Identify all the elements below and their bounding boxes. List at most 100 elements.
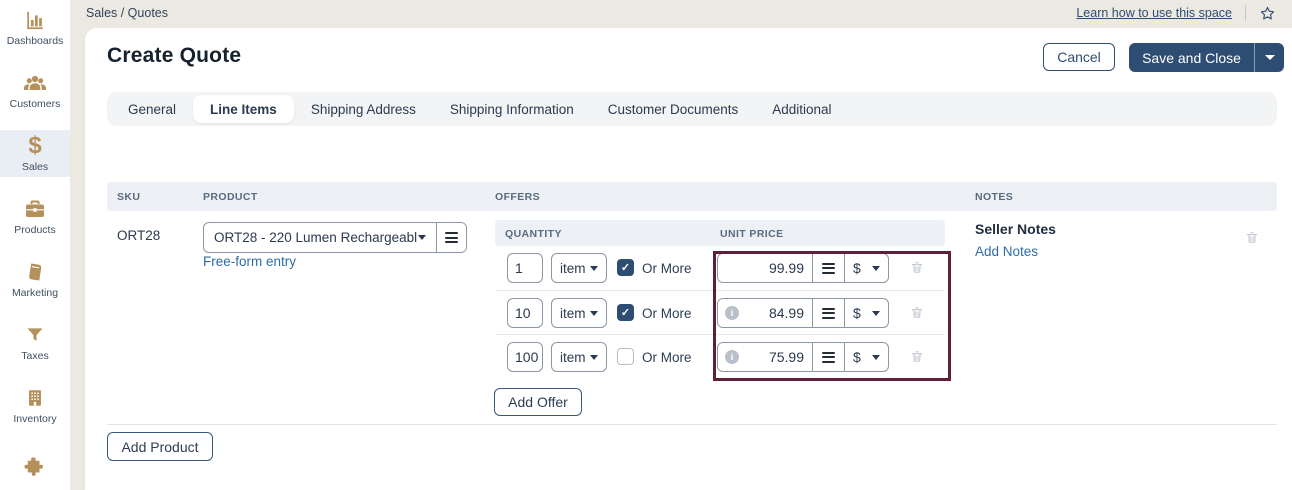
building-icon [24, 386, 46, 410]
unit-price-header: UNIT PRICE [720, 228, 784, 240]
top-bar: Sales / Quotes Learn how to use this spa… [86, 0, 1276, 26]
or-more-label: Or More [642, 261, 692, 276]
quantity-input[interactable] [507, 253, 543, 283]
offer-row: item Or More i $ [495, 246, 945, 290]
chevron-down-icon [590, 354, 598, 360]
offers-subheader: QUANTITY UNIT PRICE [495, 220, 945, 246]
product-select[interactable]: ORT28 - 220 Lumen Rechargeabl... [204, 223, 436, 252]
unit-price-field: i [718, 254, 812, 282]
tab-shipping-information[interactable]: Shipping Information [449, 101, 574, 117]
book-icon [24, 260, 46, 284]
price-menu-button[interactable] [812, 299, 844, 327]
sidebar-item-label: Customers [9, 98, 61, 110]
sidebar-item-products[interactable]: Products [0, 193, 70, 240]
cancel-button[interactable]: Cancel [1043, 43, 1115, 71]
chevron-down-icon [1264, 55, 1275, 60]
column-header-sku: SKU [117, 191, 141, 203]
or-more-checkbox[interactable] [617, 259, 634, 276]
column-header-notes: NOTES [975, 191, 1014, 203]
help-link[interactable]: Learn how to use this space [1076, 6, 1232, 20]
favorite-star-icon[interactable] [1259, 5, 1276, 22]
add-notes-link[interactable]: Add Notes [975, 244, 1039, 259]
sidebar-item-dashboards[interactable]: Dashboards [0, 4, 70, 51]
tab-bar: General Line Items Shipping Address Ship… [107, 92, 1277, 126]
unit-select[interactable]: item [551, 342, 607, 372]
product-menu-button[interactable] [436, 223, 466, 252]
info-icon: i [725, 306, 739, 320]
sidebar-item-marketing[interactable]: Marketing [0, 256, 70, 303]
chevron-down-icon [590, 265, 598, 271]
info-icon: i [725, 350, 739, 364]
row-divider [107, 424, 1277, 425]
quantity-input[interactable] [507, 298, 543, 328]
add-product-button[interactable]: Add Product [107, 432, 213, 461]
sidebar-item-label: Inventory [13, 413, 57, 425]
tab-shipping-address[interactable]: Shipping Address [310, 101, 416, 117]
unit-price-group: i $ [717, 253, 889, 283]
sidebar-item-label: Products [14, 224, 56, 236]
product-select-group: ORT28 - 220 Lumen Rechargeabl... [203, 222, 467, 253]
tab-customer-documents[interactable]: Customer Documents [607, 101, 739, 117]
sku-value: ORT28 [117, 228, 161, 243]
save-options-button[interactable] [1254, 43, 1284, 72]
currency-select[interactable]: $ [844, 343, 888, 371]
people-icon [23, 71, 47, 95]
delete-offer-button[interactable] [910, 349, 924, 364]
free-form-entry-link[interactable]: Free-form entry [203, 254, 297, 269]
unit-select[interactable]: item [551, 298, 607, 328]
delete-product-row-button[interactable] [1245, 230, 1259, 250]
puzzle-icon [23, 455, 47, 479]
currency-value: $ [853, 260, 861, 276]
add-offer-button[interactable]: Add Offer [494, 388, 582, 416]
price-menu-button[interactable] [812, 343, 844, 371]
sidebar-item-taxes[interactable]: Taxes [0, 319, 70, 366]
sidebar-item-sales[interactable]: $ Sales [0, 130, 70, 177]
chevron-down-icon [872, 265, 880, 271]
sidebar-item-label: Dashboards [6, 35, 64, 47]
currency-value: $ [853, 305, 861, 321]
offer-row: item Or More i $ [495, 334, 945, 378]
or-more-checkbox[interactable] [617, 304, 634, 321]
sidebar-item-apps[interactable] [0, 445, 70, 490]
delete-offer-button[interactable] [910, 305, 924, 320]
tab-additional[interactable]: Additional [772, 101, 832, 117]
hamburger-icon [822, 307, 835, 319]
sidebar-item-label: Marketing [11, 287, 59, 299]
or-more-label: Or More [642, 350, 692, 365]
product-select-value: ORT28 - 220 Lumen Rechargeabl... [214, 230, 418, 245]
unit-price-field: i [718, 299, 812, 327]
breadcrumb: Sales / Quotes [86, 6, 168, 20]
tab-general[interactable]: General [128, 101, 177, 117]
dollar-icon: $ [28, 132, 42, 159]
briefcase-icon [23, 197, 47, 221]
currency-value: $ [853, 349, 861, 365]
hamburger-icon [445, 232, 458, 243]
offers-section: QUANTITY UNIT PRICE item Or More i [495, 220, 945, 378]
page-title: Create Quote [107, 44, 242, 67]
quote-card: Create Quote Cancel Save and Close Gener… [85, 28, 1292, 490]
chevron-down-icon [590, 310, 598, 316]
unit-price-input[interactable] [718, 254, 812, 282]
currency-select[interactable]: $ [844, 299, 888, 327]
topbar-actions: Learn how to use this space [1076, 5, 1276, 22]
unit-price-field: i [718, 343, 812, 371]
unit-select[interactable]: item [551, 253, 607, 283]
sidebar-item-customers[interactable]: Customers [0, 67, 70, 114]
sidebar-item-inventory[interactable]: Inventory [0, 382, 70, 429]
price-menu-button[interactable] [812, 254, 844, 282]
hamburger-icon [822, 262, 835, 274]
quantity-header: QUANTITY [505, 228, 562, 240]
save-and-close-button[interactable]: Save and Close [1142, 49, 1241, 66]
chevron-down-icon [872, 310, 880, 316]
save-split-button: Save and Close [1129, 43, 1284, 72]
table-header: SKU PRODUCT OFFERS NOTES [107, 182, 1277, 211]
or-more-checkbox[interactable] [617, 348, 634, 365]
tab-line-items[interactable]: Line Items [193, 95, 294, 123]
currency-select[interactable]: $ [844, 254, 888, 282]
bar-chart-icon [24, 8, 46, 32]
offer-row: item Or More i $ [495, 290, 945, 334]
quantity-input[interactable] [507, 342, 543, 372]
sidebar-item-label: Sales [21, 161, 49, 173]
delete-offer-button[interactable] [910, 260, 924, 275]
